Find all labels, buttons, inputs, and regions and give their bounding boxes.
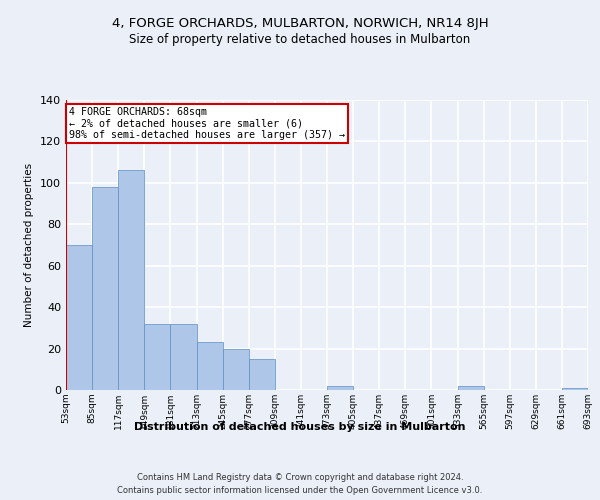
Bar <box>562 388 588 390</box>
Bar <box>145 324 170 390</box>
Y-axis label: Number of detached properties: Number of detached properties <box>25 163 34 327</box>
Text: Contains HM Land Registry data © Crown copyright and database right 2024.: Contains HM Land Registry data © Crown c… <box>137 472 463 482</box>
Bar <box>327 386 353 390</box>
Bar <box>458 386 484 390</box>
Bar <box>249 359 275 390</box>
Bar <box>197 342 223 390</box>
Text: Distribution of detached houses by size in Mulbarton: Distribution of detached houses by size … <box>134 422 466 432</box>
Bar <box>223 348 249 390</box>
Text: Size of property relative to detached houses in Mulbarton: Size of property relative to detached ho… <box>130 32 470 46</box>
Text: 4 FORGE ORCHARDS: 68sqm
← 2% of detached houses are smaller (6)
98% of semi-deta: 4 FORGE ORCHARDS: 68sqm ← 2% of detached… <box>68 108 344 140</box>
Bar <box>170 324 197 390</box>
Text: 4, FORGE ORCHARDS, MULBARTON, NORWICH, NR14 8JH: 4, FORGE ORCHARDS, MULBARTON, NORWICH, N… <box>112 18 488 30</box>
Bar <box>66 245 92 390</box>
Bar <box>118 170 145 390</box>
Bar <box>92 187 118 390</box>
Text: Contains public sector information licensed under the Open Government Licence v3: Contains public sector information licen… <box>118 486 482 495</box>
